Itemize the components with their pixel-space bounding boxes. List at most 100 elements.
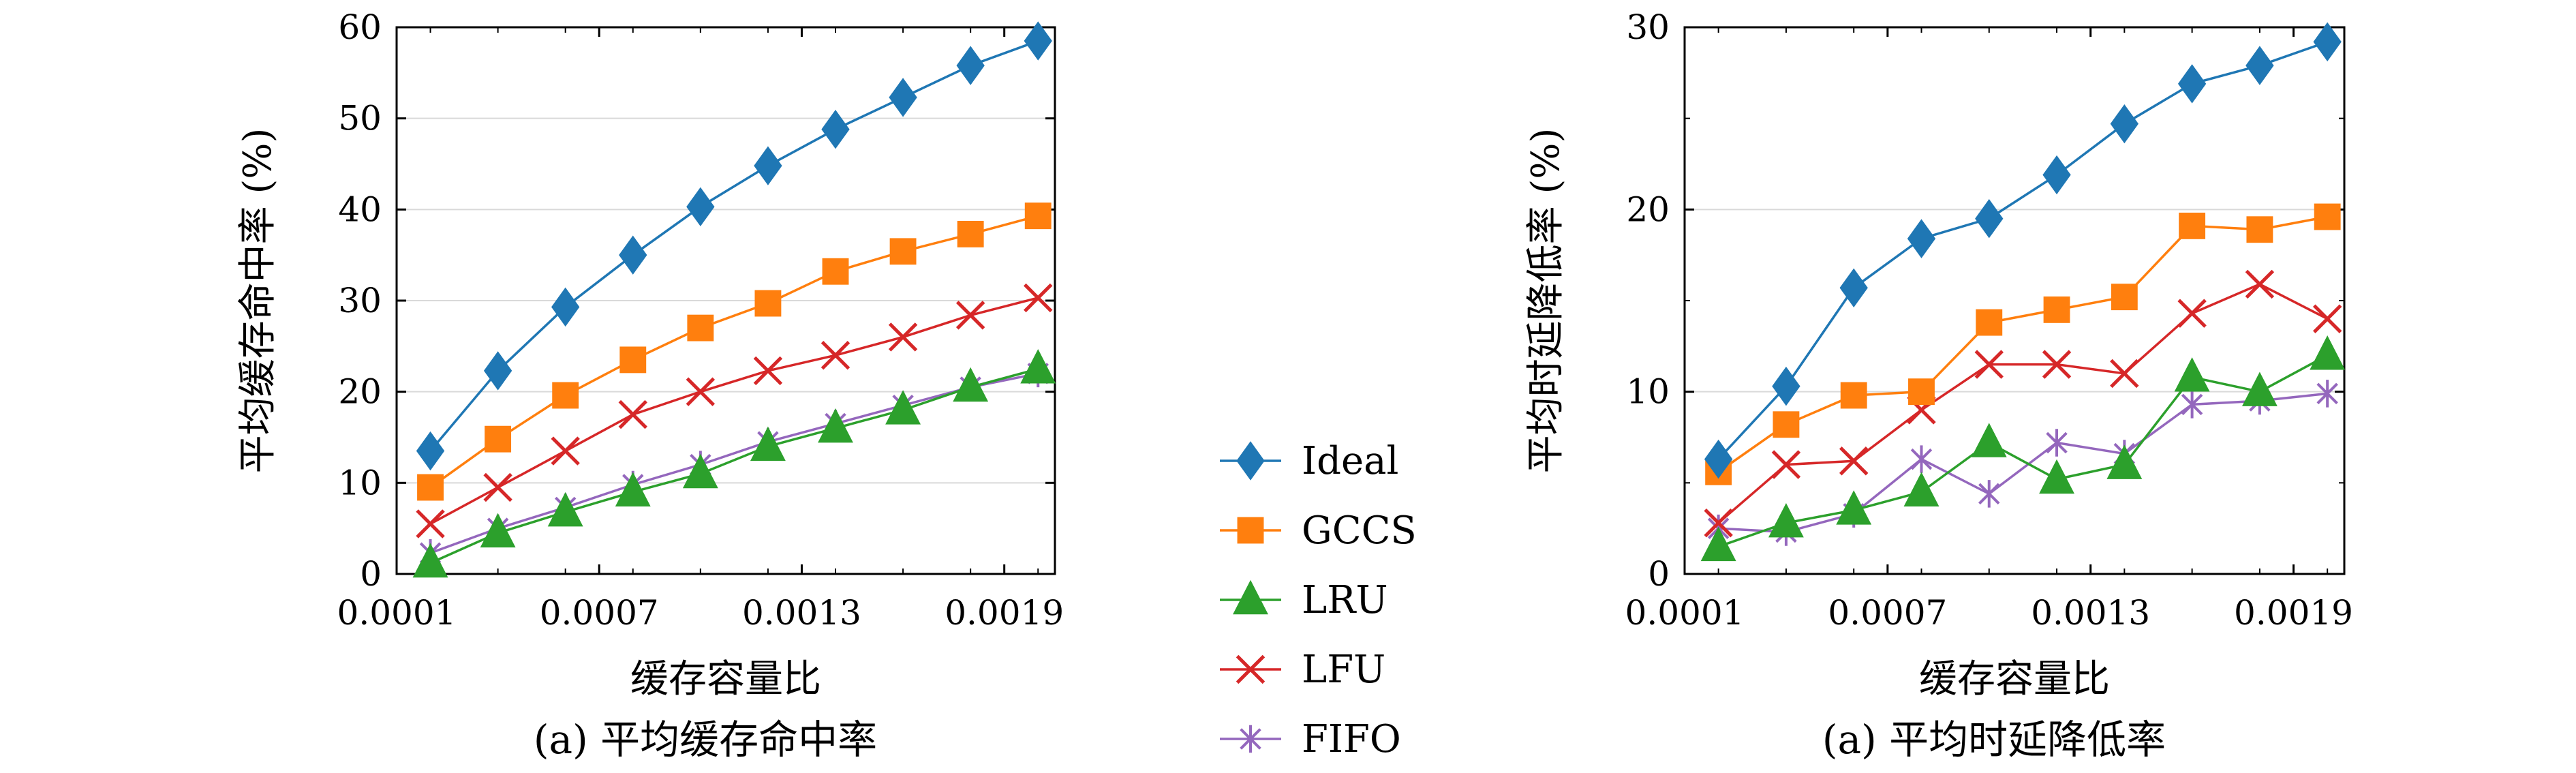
data-point-lfu (955, 301, 985, 330)
data-point-ideal (551, 287, 580, 327)
legend-label: LFU (1302, 648, 1385, 692)
series-lfu (1704, 269, 2342, 538)
x-tick-label: 0.0013 (742, 593, 861, 633)
data-point-lru (682, 453, 718, 489)
data-point-gccs (552, 382, 579, 409)
x-tick-label: 0.0019 (2234, 593, 2353, 633)
legend-label: LRU (1302, 578, 1388, 622)
y-tick-label: 50 (338, 99, 382, 138)
data-point-lfu (753, 356, 783, 386)
legend-marker-ideal (1236, 441, 1265, 481)
y-axis-label: 平均时延降低率 (%) (1524, 128, 1568, 474)
series-lfu (416, 283, 1053, 539)
data-point-ideal (821, 109, 850, 149)
data-point-lfu (686, 377, 716, 406)
data-point-lru (1700, 526, 1736, 562)
data-point-lfu (2042, 350, 2072, 379)
data-point-fifo (2316, 380, 2338, 408)
legend-marker-fifo (1240, 725, 1261, 753)
data-point-gccs (417, 474, 444, 501)
x-tick-label: 0.0007 (1828, 593, 1947, 633)
series-gccs (1705, 203, 2341, 485)
y-tick-label: 30 (1626, 7, 1670, 47)
y-tick-label: 60 (338, 7, 382, 47)
hit-rate-chart: 0 10 20 30 40 50 60 0.0001 0.0007 0.0013 0.0019 缓存容… (236, 7, 1064, 763)
data-point-lfu (2312, 304, 2342, 333)
data-point-gccs (822, 258, 849, 285)
data-point-lru (1768, 502, 1804, 538)
data-point-gccs (1976, 309, 2003, 336)
data-point-lru (2174, 357, 2210, 392)
data-point-ideal (619, 235, 647, 275)
data-point-lru (412, 543, 448, 578)
data-point-lru (2241, 372, 2278, 406)
data-point-lru (750, 426, 786, 461)
data-point-lru (1903, 472, 1939, 506)
data-point-lfu (1024, 283, 1053, 313)
data-point-lru (1971, 423, 2007, 457)
data-point-ideal (1704, 439, 1733, 479)
data-point-ideal (2042, 155, 2071, 195)
legend-label: GCCS (1302, 509, 1417, 553)
data-point-ideal (2245, 46, 2274, 85)
data-point-gccs (1840, 382, 1867, 409)
data-point-lru (2039, 459, 2074, 494)
data-point-gccs (2043, 296, 2070, 323)
data-point-lfu (483, 472, 512, 502)
series-line-ideal (1717, 40, 2328, 460)
x-tick-label: 0.0001 (1625, 593, 1745, 633)
data-point-lfu (1839, 446, 1869, 476)
series-line-lfu (429, 297, 1039, 526)
data-point-lfu (2245, 269, 2275, 299)
data-point-ideal (416, 431, 445, 471)
data-point-ideal (1772, 366, 1800, 406)
data-point-lru (480, 513, 516, 548)
data-point-ideal (1907, 219, 1936, 258)
y-tick-label: 0 (360, 554, 382, 594)
data-point-lru (547, 491, 583, 527)
data-point-lfu (551, 436, 580, 466)
y-tick-label: 20 (338, 372, 382, 412)
data-point-gccs (687, 314, 714, 342)
data-point-ideal (754, 146, 782, 185)
legend-item-lru: LRU (1220, 578, 1388, 622)
data-point-fifo (1978, 480, 2000, 508)
data-point-lfu (416, 509, 445, 539)
data-point-gccs (889, 238, 917, 265)
plot-frame (1683, 26, 2346, 575)
legend-marker-gccs (1237, 517, 1264, 544)
data-point-lfu (821, 340, 850, 370)
y-tick-label: 10 (1626, 372, 1670, 412)
data-point-ideal (1024, 21, 1052, 61)
data-point-gccs (1024, 202, 1052, 230)
data-point-fifo (2181, 391, 2203, 419)
x-tick-label: 0.0001 (337, 593, 457, 633)
series-lru (1700, 335, 2346, 562)
y-tick-label: 10 (338, 463, 382, 502)
series-line-lru (429, 367, 1039, 564)
data-point-lru (615, 472, 651, 506)
data-point-gccs (1908, 378, 1935, 406)
data-point-gccs (619, 346, 647, 374)
x-tick-label: 0.0019 (945, 593, 1064, 633)
legend-item-gccs: GCCS (1220, 509, 1417, 553)
y-axis-label: 平均缓存命中率 (%) (236, 128, 280, 474)
data-point-ideal (889, 78, 917, 117)
data-point-lfu (2110, 359, 2139, 389)
data-point-gccs (1773, 411, 1800, 438)
series-ideal (416, 21, 1052, 471)
data-point-ideal (956, 46, 985, 85)
legend-item-fifo: FIFO (1220, 717, 1401, 761)
data-point-lfu (1771, 450, 1801, 479)
legend: Ideal GCCS LRU LFU FIFO (1220, 439, 1417, 761)
data-point-gccs (2179, 212, 2206, 239)
x-tick-label: 0.0013 (2031, 593, 2150, 633)
data-point-gccs (957, 220, 984, 247)
series-line-gccs (429, 215, 1039, 489)
x-tick-label: 0.0007 (540, 593, 659, 633)
data-point-lfu (888, 322, 918, 352)
data-point-lfu (618, 399, 647, 429)
data-point-ideal (1975, 198, 2004, 239)
x-axis-label: 缓存容量比 (1919, 657, 2110, 701)
